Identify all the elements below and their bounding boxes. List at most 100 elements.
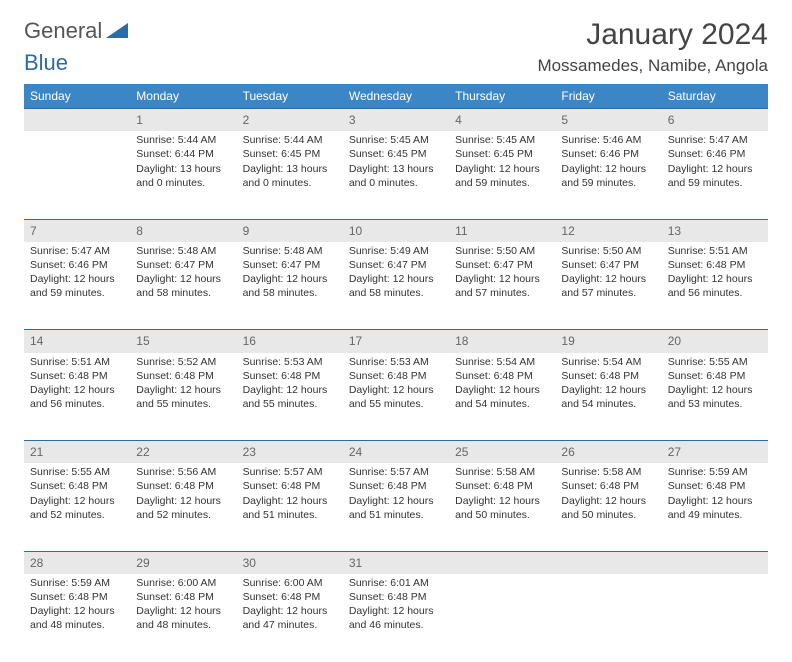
weekday-header: Saturday <box>662 84 768 109</box>
sunset-line: Sunset: 6:48 PM <box>561 369 655 383</box>
day-detail-cell <box>24 131 130 219</box>
day-number-row: 14151617181920 <box>24 330 768 353</box>
sunset-line: Sunset: 6:48 PM <box>455 479 549 493</box>
day-detail-cell: Sunrise: 5:54 AMSunset: 6:48 PMDaylight:… <box>555 353 661 441</box>
day-detail-cell: Sunrise: 5:50 AMSunset: 6:47 PMDaylight:… <box>555 242 661 330</box>
sunrise-line: Sunrise: 5:47 AM <box>668 133 762 147</box>
day-detail-cell: Sunrise: 6:01 AMSunset: 6:48 PMDaylight:… <box>343 574 449 662</box>
sunrise-line: Sunrise: 5:45 AM <box>455 133 549 147</box>
sunset-line: Sunset: 6:46 PM <box>561 147 655 161</box>
day-detail-cell: Sunrise: 5:50 AMSunset: 6:47 PMDaylight:… <box>449 242 555 330</box>
day-number-cell: 15 <box>130 330 236 353</box>
day-detail-cell: Sunrise: 5:48 AMSunset: 6:47 PMDaylight:… <box>130 242 236 330</box>
day-number-cell: 14 <box>24 330 130 353</box>
day-detail-cell: Sunrise: 5:44 AMSunset: 6:44 PMDaylight:… <box>130 131 236 219</box>
weekday-header: Sunday <box>24 84 130 109</box>
sunrise-line: Sunrise: 5:44 AM <box>136 133 230 147</box>
day-number-cell: 31 <box>343 551 449 574</box>
weekday-header: Thursday <box>449 84 555 109</box>
sunset-line: Sunset: 6:48 PM <box>136 590 230 604</box>
sunset-line: Sunset: 6:48 PM <box>668 369 762 383</box>
sunrise-line: Sunrise: 5:48 AM <box>243 244 337 258</box>
sunrise-line: Sunrise: 5:59 AM <box>668 465 762 479</box>
sunrise-line: Sunrise: 5:53 AM <box>349 355 443 369</box>
day-number-cell: 2 <box>237 109 343 132</box>
sunrise-line: Sunrise: 6:00 AM <box>243 576 337 590</box>
daylight-line: Daylight: 12 hours and 57 minutes. <box>455 272 549 300</box>
daylight-line: Daylight: 12 hours and 58 minutes. <box>243 272 337 300</box>
day-number-cell: 18 <box>449 330 555 353</box>
day-detail-cell: Sunrise: 5:58 AMSunset: 6:48 PMDaylight:… <box>449 463 555 551</box>
day-number-cell: 26 <box>555 441 661 464</box>
sunrise-line: Sunrise: 5:48 AM <box>136 244 230 258</box>
day-number-cell: 20 <box>662 330 768 353</box>
sunrise-line: Sunrise: 5:51 AM <box>30 355 124 369</box>
sunrise-line: Sunrise: 5:47 AM <box>30 244 124 258</box>
day-number-cell <box>24 109 130 132</box>
day-number-cell: 19 <box>555 330 661 353</box>
day-detail-row: Sunrise: 5:59 AMSunset: 6:48 PMDaylight:… <box>24 574 768 662</box>
weekday-header: Friday <box>555 84 661 109</box>
day-detail-cell: Sunrise: 5:58 AMSunset: 6:48 PMDaylight:… <box>555 463 661 551</box>
sunset-line: Sunset: 6:48 PM <box>136 479 230 493</box>
day-number-cell: 17 <box>343 330 449 353</box>
day-detail-row: Sunrise: 5:44 AMSunset: 6:44 PM Daylight:… <box>24 131 768 219</box>
day-detail-row: Sunrise: 5:55 AMSunset: 6:48 PMDaylight:… <box>24 463 768 551</box>
daylight-line: Daylight: 12 hours and 47 minutes. <box>243 604 337 632</box>
sunset-line: Sunset: 6:48 PM <box>668 258 762 272</box>
daylight-line: Daylight: 12 hours and 54 minutes. <box>561 383 655 411</box>
day-number-cell: 10 <box>343 219 449 242</box>
day-number-cell <box>449 551 555 574</box>
sunrise-line: Sunrise: 5:57 AM <box>243 465 337 479</box>
daylight-line: Daylight: 12 hours and 55 minutes. <box>136 383 230 411</box>
sunrise-line: Sunrise: 5:58 AM <box>561 465 655 479</box>
daylight-line: Daylight: 12 hours and 55 minutes. <box>243 383 337 411</box>
day-number-cell: 5 <box>555 109 661 132</box>
day-detail-row: Sunrise: 5:47 AMSunset: 6:46 PM Daylight:… <box>24 242 768 330</box>
day-number-cell: 7 <box>24 219 130 242</box>
day-number-cell <box>662 551 768 574</box>
calendar-table: SundayMondayTuesdayWednesdayThursdayFrid… <box>24 84 768 662</box>
sunrise-line: Sunrise: 5:58 AM <box>455 465 549 479</box>
sunrise-line: Sunrise: 5:56 AM <box>136 465 230 479</box>
sunrise-line: Sunrise: 5:55 AM <box>668 355 762 369</box>
daylight-line: Daylight: 13 hours and 0 minutes. <box>349 162 443 190</box>
day-number-cell: 21 <box>24 441 130 464</box>
day-detail-cell: Sunrise: 5:57 AMSunset: 6:48 PMDaylight:… <box>343 463 449 551</box>
day-detail-cell: Sunrise: 6:00 AMSunset: 6:48 PMDaylight:… <box>130 574 236 662</box>
day-detail-cell: Sunrise: 5:46 AMSunset: 6:46 PMDaylight:… <box>555 131 661 219</box>
daylight-line: Daylight: 12 hours and 53 minutes. <box>668 383 762 411</box>
day-detail-cell: Sunrise: 5:44 AMSunset: 6:45 PMDaylight:… <box>237 131 343 219</box>
day-number-cell: 29 <box>130 551 236 574</box>
sunset-line: Sunset: 6:44 PM <box>136 147 230 161</box>
day-number-row: 123456 <box>24 109 768 132</box>
daylight-line: Daylight: 12 hours and 57 minutes. <box>561 272 655 300</box>
daylight-line: Daylight: 12 hours and 56 minutes. <box>30 383 124 411</box>
sunset-line: Sunset: 6:48 PM <box>349 369 443 383</box>
day-detail-cell: Sunrise: 5:51 AMSunset: 6:48 PMDaylight:… <box>662 242 768 330</box>
daylight-line: Daylight: 12 hours and 50 minutes. <box>455 494 549 522</box>
brand-part1: General <box>24 18 102 44</box>
sunset-line: Sunset: 6:46 PM <box>30 258 124 272</box>
sunrise-line: Sunrise: 5:45 AM <box>349 133 443 147</box>
sunset-line: Sunset: 6:48 PM <box>668 479 762 493</box>
day-detail-cell: Sunrise: 5:45 AMSunset: 6:45 PMDaylight:… <box>449 131 555 219</box>
sunset-line: Sunset: 6:48 PM <box>243 479 337 493</box>
sunset-line: Sunset: 6:47 PM <box>136 258 230 272</box>
weekday-header-row: SundayMondayTuesdayWednesdayThursdayFrid… <box>24 84 768 109</box>
sunset-line: Sunset: 6:47 PM <box>349 258 443 272</box>
weekday-header: Monday <box>130 84 236 109</box>
day-detail-cell: Sunrise: 5:51 AMSunset: 6:48 PMDaylight:… <box>24 353 130 441</box>
daylight-line: Daylight: 12 hours and 56 minutes. <box>668 272 762 300</box>
day-number-cell: 25 <box>449 441 555 464</box>
day-number-row: 21222324252627 <box>24 441 768 464</box>
daylight-line: Daylight: 12 hours and 51 minutes. <box>243 494 337 522</box>
sunrise-line: Sunrise: 5:50 AM <box>455 244 549 258</box>
brand-logo: General <box>24 18 130 44</box>
brand-triangle-icon <box>106 20 128 43</box>
daylight-line: Daylight: 13 hours and 0 minutes. <box>243 162 337 190</box>
sunset-line: Sunset: 6:48 PM <box>30 590 124 604</box>
day-detail-cell: Sunrise: 5:53 AMSunset: 6:48 PMDaylight:… <box>343 353 449 441</box>
sunset-line: Sunset: 6:48 PM <box>243 369 337 383</box>
day-number-cell: 30 <box>237 551 343 574</box>
